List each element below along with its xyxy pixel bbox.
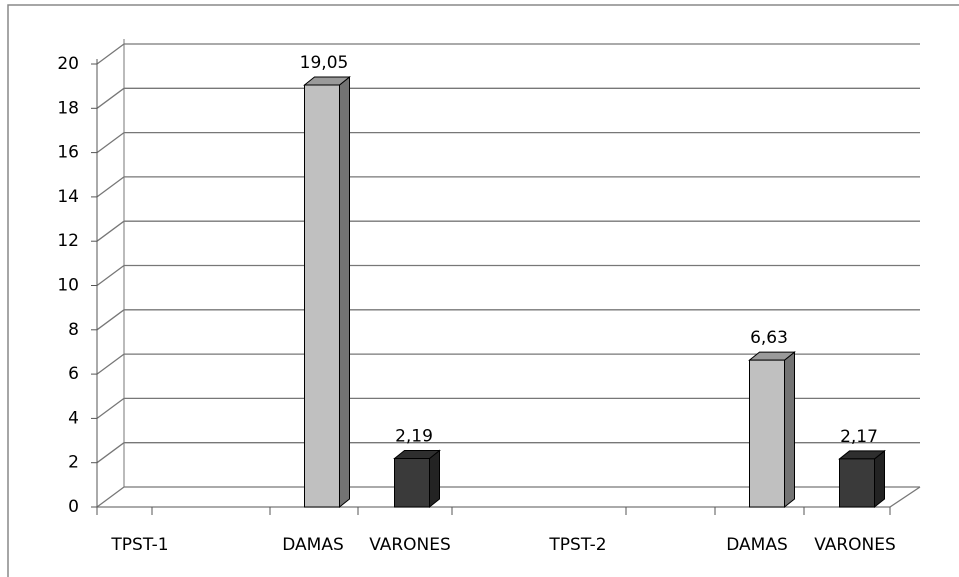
y-tick-label: 18 <box>57 98 79 118</box>
x-tick-label: TPST-1 <box>110 535 168 555</box>
value-label: 2,19 <box>395 426 433 446</box>
grid-line <box>96 309 920 331</box>
bar-side <box>874 449 885 509</box>
y-tick-label: 12 <box>57 231 79 251</box>
grid-line <box>96 131 920 154</box>
y-tick-label: 20 <box>57 54 79 74</box>
y-tick-label: 14 <box>57 187 79 207</box>
x-tick-label: TPST-2 <box>548 535 606 555</box>
x-tick-label: DAMAS <box>726 535 788 555</box>
bar-front <box>839 458 875 508</box>
bar-side <box>784 351 795 509</box>
bar-side <box>429 449 440 509</box>
bar <box>303 76 351 509</box>
bar <box>748 351 796 509</box>
grid-line <box>96 442 920 464</box>
grid-line <box>96 397 920 419</box>
grid-line <box>96 43 920 65</box>
bar-side <box>339 76 350 509</box>
bar-front <box>394 457 430 508</box>
value-label: 6,63 <box>750 328 788 348</box>
grid-line <box>96 87 920 109</box>
y-tick-label: 4 <box>68 408 79 428</box>
value-label: 2,17 <box>840 427 878 447</box>
bar <box>838 449 886 509</box>
y-tick-label: 0 <box>68 497 79 517</box>
grid-line <box>96 176 920 198</box>
y-tick-label: 8 <box>68 320 79 340</box>
bar <box>393 449 441 509</box>
y-tick-label: 10 <box>57 276 79 296</box>
x-floor-side <box>889 486 921 508</box>
bar-front <box>304 84 340 508</box>
grid-line <box>96 264 920 287</box>
grid-line <box>96 220 920 242</box>
grid-line <box>96 486 920 508</box>
chart-frame <box>7 4 959 577</box>
x-tick-label: DAMAS <box>282 535 344 555</box>
grid-line <box>96 353 920 375</box>
value-label: 19,05 <box>300 53 349 73</box>
y-tick-label: 6 <box>68 364 79 384</box>
bar-front <box>749 359 785 508</box>
x-tick-label: VARONES <box>814 535 896 555</box>
y-tick-label: 16 <box>57 143 79 163</box>
y-tick-label: 2 <box>68 453 79 473</box>
x-tick-label: VARONES <box>369 535 451 555</box>
